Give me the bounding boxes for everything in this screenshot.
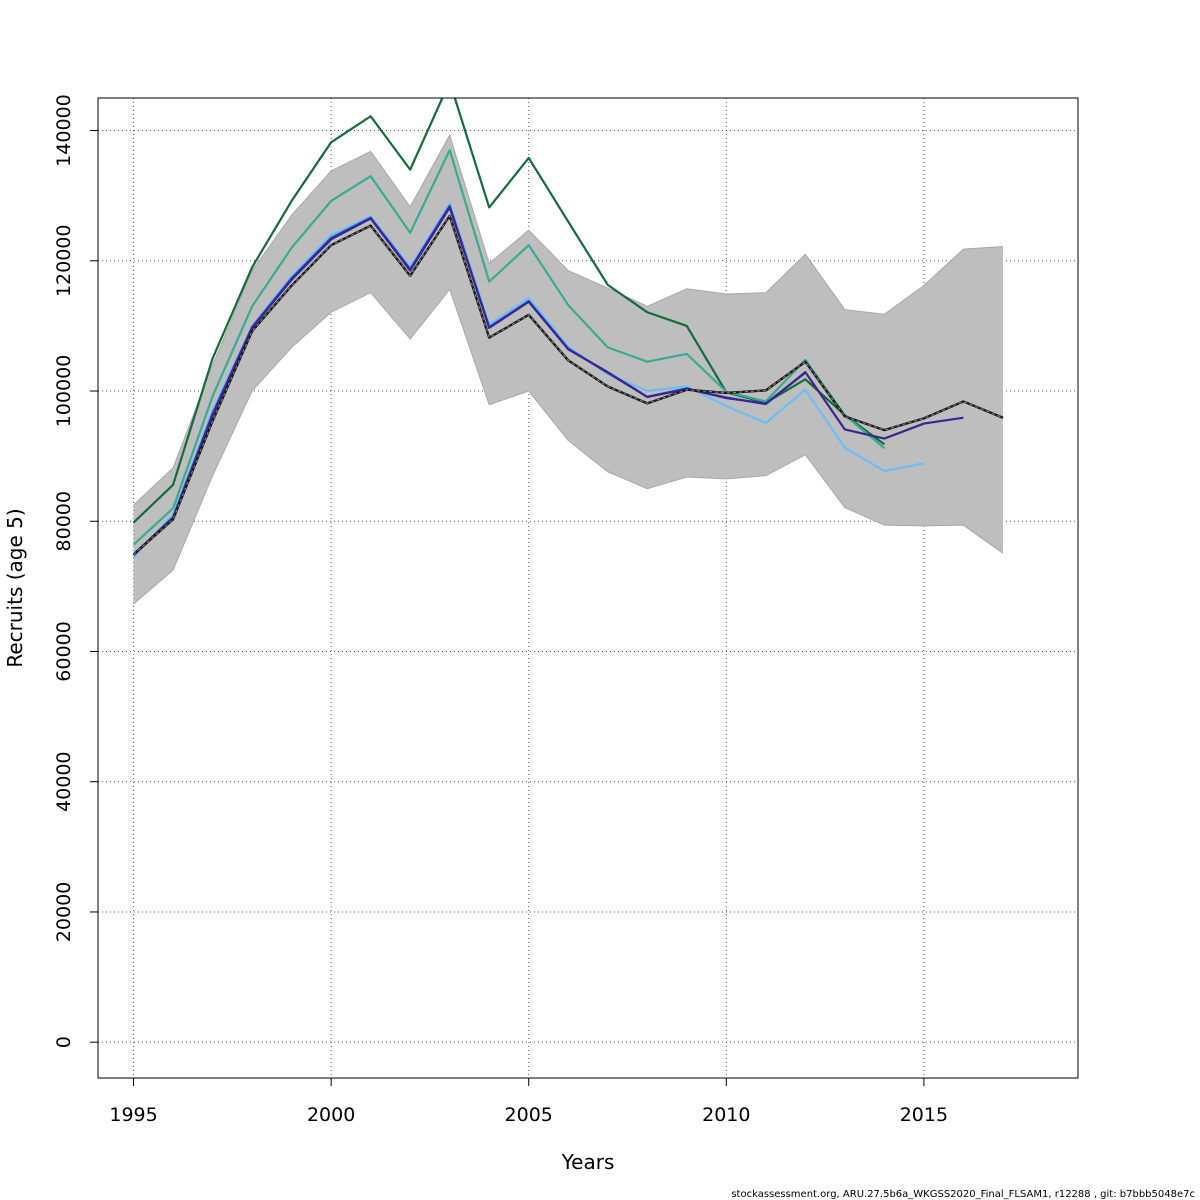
- confidence-band-lower-edge: [133, 288, 1004, 605]
- series-line-1: [132, 148, 886, 546]
- x-axis: 1995 2000 2005 2010 2015: [109, 1078, 948, 1126]
- x-tick-label-1995: 1995: [109, 1104, 157, 1126]
- x-tick-label-2000: 2000: [307, 1104, 355, 1126]
- x-tick-label-2010: 2010: [702, 1104, 750, 1126]
- x-tick-label-2005: 2005: [505, 1104, 553, 1126]
- y-axis: 0 20000 40000 60000 80000 100000 120000 140000: [53, 94, 98, 1048]
- series-line-black-dash: [133, 215, 1004, 555]
- x-tick-label-2015: 2015: [900, 1104, 948, 1126]
- confidence-band: [133, 135, 1003, 604]
- confidence-band-layer: [133, 133, 1004, 605]
- y-tick-label-140000: 140000: [53, 94, 75, 167]
- series-line-4: [132, 206, 964, 556]
- series-line-0: [132, 98, 886, 524]
- plot-frame: [97, 97, 1079, 1079]
- y-tick-label-100000: 100000: [53, 355, 75, 428]
- y-tick-label-20000: 20000: [53, 882, 75, 942]
- y-tick-label-0: 0: [53, 1036, 75, 1048]
- x-axis-title: Years: [561, 1150, 615, 1174]
- y-tick-label-60000: 60000: [53, 621, 75, 681]
- grid-lines: [98, 98, 1078, 1078]
- series-lines-layer: [132, 98, 1004, 558]
- y-tick-label-40000: 40000: [53, 751, 75, 811]
- y-axis-title: Recruits (age 5): [3, 508, 27, 667]
- footer-source-text: stockassessment.org, ARU.27.5b6a_WKGSS20…: [731, 1189, 1195, 1200]
- y-tick-label-80000: 80000: [53, 491, 75, 551]
- confidence-band-upper-edge: [133, 133, 1003, 506]
- y-tick-label-120000: 120000: [53, 225, 75, 298]
